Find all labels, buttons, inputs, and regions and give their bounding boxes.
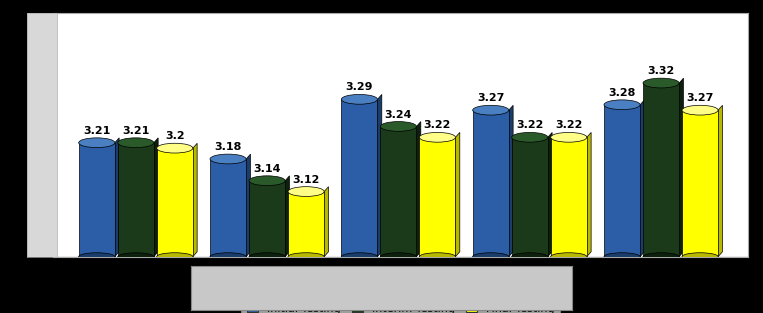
Ellipse shape — [249, 253, 285, 260]
Polygon shape — [288, 192, 324, 257]
Polygon shape — [193, 143, 197, 257]
Ellipse shape — [512, 132, 548, 142]
Polygon shape — [156, 148, 193, 257]
Polygon shape — [246, 154, 250, 257]
Polygon shape — [640, 100, 645, 257]
Ellipse shape — [341, 253, 378, 260]
Ellipse shape — [682, 105, 718, 115]
Text: 3.28: 3.28 — [608, 88, 636, 98]
Text: 3.21: 3.21 — [122, 126, 150, 136]
Polygon shape — [324, 187, 329, 257]
Polygon shape — [643, 83, 679, 257]
Polygon shape — [417, 121, 421, 257]
Polygon shape — [378, 95, 382, 257]
Ellipse shape — [288, 187, 324, 197]
Text: 3.22: 3.22 — [516, 121, 543, 131]
Ellipse shape — [604, 100, 640, 110]
Ellipse shape — [551, 132, 587, 142]
Ellipse shape — [118, 253, 154, 260]
Ellipse shape — [380, 253, 417, 260]
Polygon shape — [154, 138, 158, 257]
Text: 3.27: 3.27 — [477, 93, 504, 103]
Text: 3.21: 3.21 — [83, 126, 111, 136]
Polygon shape — [79, 143, 114, 257]
Polygon shape — [420, 137, 456, 257]
Polygon shape — [551, 137, 587, 257]
Ellipse shape — [341, 95, 378, 104]
Legend: Initial Testing, Interim Testing, Final Testing: Initial Testing, Interim Testing, Final … — [241, 298, 560, 313]
Polygon shape — [210, 159, 246, 257]
Ellipse shape — [79, 253, 114, 260]
Ellipse shape — [512, 253, 548, 260]
Text: 3.22: 3.22 — [555, 121, 582, 131]
Ellipse shape — [156, 253, 193, 260]
Text: 3.24: 3.24 — [385, 110, 412, 120]
Ellipse shape — [643, 78, 679, 88]
Polygon shape — [718, 105, 723, 257]
Polygon shape — [380, 126, 417, 257]
Polygon shape — [456, 132, 460, 257]
Ellipse shape — [420, 132, 456, 142]
Polygon shape — [249, 181, 285, 257]
Polygon shape — [118, 143, 154, 257]
Ellipse shape — [682, 253, 718, 260]
Ellipse shape — [604, 253, 640, 260]
Text: 3.22: 3.22 — [423, 121, 451, 131]
Ellipse shape — [472, 105, 509, 115]
Text: 3.2: 3.2 — [165, 131, 185, 141]
Ellipse shape — [643, 253, 679, 260]
Text: 3.32: 3.32 — [648, 66, 674, 76]
Polygon shape — [472, 110, 509, 257]
Text: 3.27: 3.27 — [687, 93, 713, 103]
Ellipse shape — [420, 253, 456, 260]
Ellipse shape — [380, 121, 417, 131]
Polygon shape — [587, 132, 591, 257]
Ellipse shape — [288, 253, 324, 260]
Ellipse shape — [156, 143, 193, 153]
Polygon shape — [548, 132, 552, 257]
Ellipse shape — [249, 176, 285, 186]
Polygon shape — [512, 137, 548, 257]
Ellipse shape — [210, 154, 246, 164]
Polygon shape — [341, 99, 378, 257]
Polygon shape — [114, 138, 119, 257]
Polygon shape — [604, 105, 640, 257]
Ellipse shape — [79, 138, 114, 148]
Polygon shape — [509, 105, 513, 257]
Text: 3.12: 3.12 — [292, 175, 320, 185]
Polygon shape — [679, 78, 684, 257]
Ellipse shape — [551, 253, 587, 260]
Text: 3.29: 3.29 — [346, 83, 373, 92]
Polygon shape — [682, 110, 718, 257]
Ellipse shape — [472, 253, 509, 260]
Text: 3.18: 3.18 — [214, 142, 242, 152]
Ellipse shape — [118, 138, 154, 148]
Text: 3.14: 3.14 — [253, 164, 281, 174]
Ellipse shape — [210, 253, 246, 260]
Polygon shape — [285, 176, 289, 257]
